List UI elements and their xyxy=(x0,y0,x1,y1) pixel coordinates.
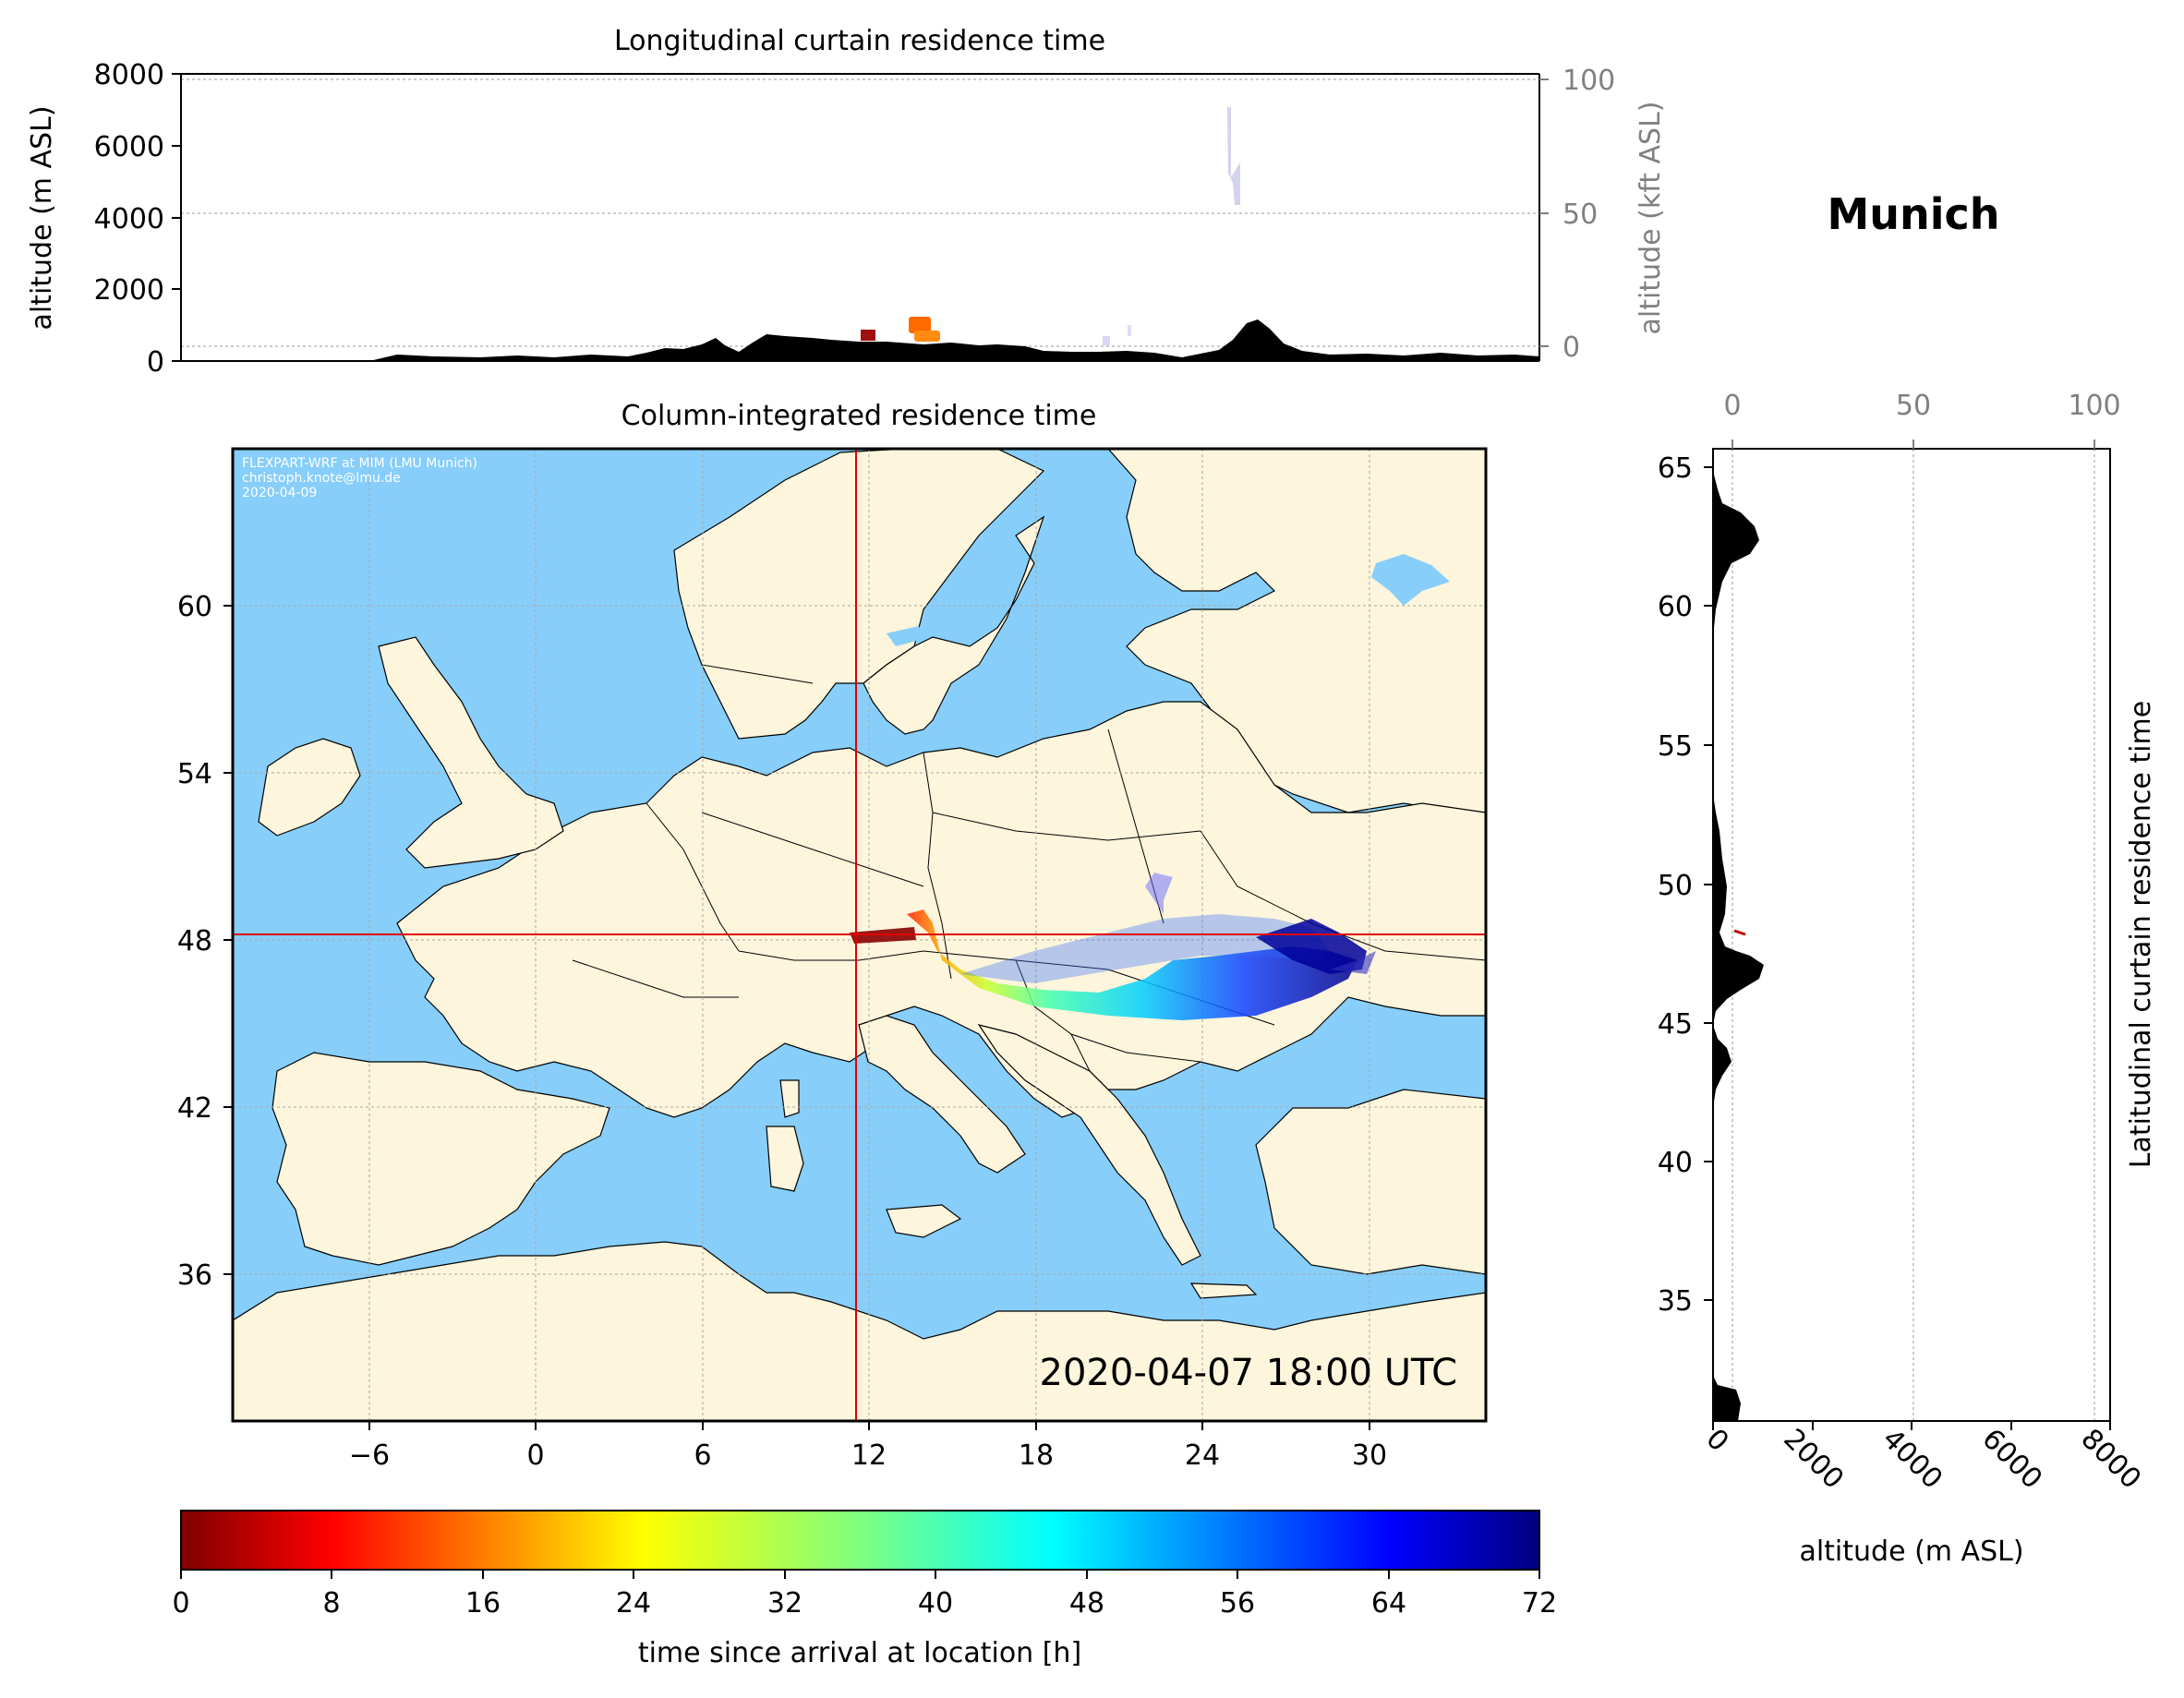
xtick-label: 0 xyxy=(526,1439,544,1472)
ytick-label: 60 xyxy=(1658,591,1693,623)
xtick-label: 6000 xyxy=(1975,1423,2048,1496)
residence-blob xyxy=(909,317,931,333)
xtick-label: −6 xyxy=(349,1439,390,1472)
ytick-label: 65 xyxy=(1658,452,1693,485)
terrain-profile-top xyxy=(181,319,1539,361)
ytick-label: 35 xyxy=(1658,1285,1693,1318)
ytick-label: 36 xyxy=(177,1259,212,1292)
xtick-label: 2000 xyxy=(1777,1423,1850,1496)
map-panel-title: Column-integrated residence time xyxy=(621,400,1097,432)
colorbar-frame xyxy=(180,1510,1540,1571)
crete xyxy=(1189,1283,1258,1299)
ytick-label: 4000 xyxy=(94,203,164,235)
colorbar-tick-label: 72 xyxy=(1522,1587,1557,1620)
map-yticks: 36 42 48 54 60 xyxy=(177,591,233,1292)
xtick-label: 18 xyxy=(1019,1439,1054,1472)
ireland xyxy=(258,738,361,837)
ytick-label: 8000 xyxy=(94,59,164,91)
ytick-label-right: 50 xyxy=(1563,199,1598,231)
ytick-label: 55 xyxy=(1658,730,1693,763)
latitudinal-curtain-panel: 35 40 45 50 55 60 65 0 50 100 0 2000 400… xyxy=(1658,390,2157,1568)
ytick-label: 42 xyxy=(177,1092,212,1125)
right-bottom-ticks: 0 2000 4000 6000 8000 xyxy=(1699,1421,2147,1496)
ytick-label: 40 xyxy=(1658,1147,1693,1179)
xtick-label-top: 0 xyxy=(1723,390,1741,422)
timestamp-label: 2020-04-07 18:00 UTC xyxy=(1040,1352,1457,1394)
colorbar-gradient xyxy=(181,1511,1539,1570)
ytick-label: 6000 xyxy=(94,131,164,163)
map-xticks: −6 0 6 12 18 24 30 xyxy=(349,1421,1387,1472)
ytick-label: 45 xyxy=(1658,1008,1693,1041)
xtick-label: 8000 xyxy=(2074,1423,2147,1496)
residence-blob xyxy=(1103,336,1110,345)
residence-blob xyxy=(1227,107,1240,205)
xtick-label-top: 100 xyxy=(2068,390,2120,422)
xtick-label: 30 xyxy=(1352,1439,1387,1472)
ytick-label-right: 0 xyxy=(1563,331,1580,364)
xtick-label-top: 50 xyxy=(1896,390,1931,422)
ytick-label: 0 xyxy=(147,346,164,379)
ytick-label-right: 100 xyxy=(1563,65,1615,97)
residence-blob xyxy=(861,330,875,341)
right-frame xyxy=(1712,448,2111,1422)
colorbar-tick-label: 24 xyxy=(616,1587,651,1620)
xtick-label: 12 xyxy=(851,1439,887,1472)
turkey xyxy=(1255,1089,1486,1275)
right-ylabel: Latitudinal curtain residence time xyxy=(2125,701,2157,1168)
ytick-label: 54 xyxy=(177,758,212,790)
xtick-label: 4000 xyxy=(1876,1423,1949,1496)
terrain-profile-right xyxy=(1713,449,1764,1421)
colorbar-ticks: 0 8 16 24 32 40 48 56 64 72 xyxy=(172,1570,1557,1620)
colorbar-tick-label: 40 xyxy=(918,1587,953,1620)
colorbar-tick-label: 32 xyxy=(767,1587,802,1620)
right-xlabel: altitude (m ASL) xyxy=(1799,1535,2023,1568)
sardinia xyxy=(766,1126,804,1192)
residence-blob xyxy=(1128,325,1131,336)
north-africa xyxy=(233,1241,1486,1421)
colorbar-tick-label: 16 xyxy=(465,1587,501,1620)
top-left-ticks: 0 2000 4000 6000 8000 xyxy=(94,59,181,379)
iberia xyxy=(271,1052,610,1266)
xtick-label: 6 xyxy=(694,1439,711,1472)
top-ylabel: altitude (m ASL) xyxy=(26,105,58,330)
location-title: Munich xyxy=(1827,189,1999,239)
residence-blob xyxy=(914,331,940,342)
italy xyxy=(858,1015,1026,1174)
ytick-label: 60 xyxy=(177,591,212,623)
map-frame xyxy=(231,447,1488,1423)
map-panel: Column-integrated residence time xyxy=(177,400,1488,1472)
great-britain xyxy=(378,636,564,869)
colorbar: 0 8 16 24 32 40 48 56 64 72 time since a… xyxy=(172,1510,1557,1669)
credit-line: FLEXPART-WRF at MIM (LMU Munich) xyxy=(242,456,477,471)
ytick-label: 48 xyxy=(177,925,212,957)
colorbar-tick-label: 56 xyxy=(1220,1587,1255,1620)
colorbar-tick-label: 0 xyxy=(172,1587,189,1620)
colorbar-tick-label: 64 xyxy=(1371,1587,1406,1620)
sicily xyxy=(886,1204,962,1238)
right-top-ticks: 0 50 100 xyxy=(1723,390,2121,449)
ytick-label: 2000 xyxy=(94,274,164,307)
lake xyxy=(1371,554,1450,606)
colorbar-tick-label: 8 xyxy=(322,1587,340,1620)
credit-line: christoph.knote@lmu.de xyxy=(242,471,401,486)
top-right-ticks: 0 50 100 xyxy=(1539,65,1615,364)
xtick-label: 24 xyxy=(1185,1439,1220,1472)
right-yticks: 35 40 45 50 55 60 65 xyxy=(1658,452,1713,1318)
credit-line: 2020-04-09 xyxy=(242,486,317,500)
xtick-label: 0 xyxy=(1699,1423,1734,1458)
longitudinal-curtain-panel: Longitudinal curtain residence time 0 20… xyxy=(26,25,1667,379)
lake xyxy=(887,626,923,646)
colorbar-tick-label: 48 xyxy=(1069,1587,1104,1620)
ytick-label: 50 xyxy=(1658,870,1693,902)
colorbar-label: time since arrival at location [h] xyxy=(638,1637,1081,1669)
residence-mark xyxy=(1733,929,1746,936)
sweden-coast xyxy=(863,515,1045,735)
residence-plume xyxy=(850,873,1376,1020)
top-panel-title: Longitudinal curtain residence time xyxy=(614,25,1105,57)
top-ylabel-right: altitude (kft ASL) xyxy=(1635,101,1667,334)
corsica xyxy=(779,1079,800,1118)
